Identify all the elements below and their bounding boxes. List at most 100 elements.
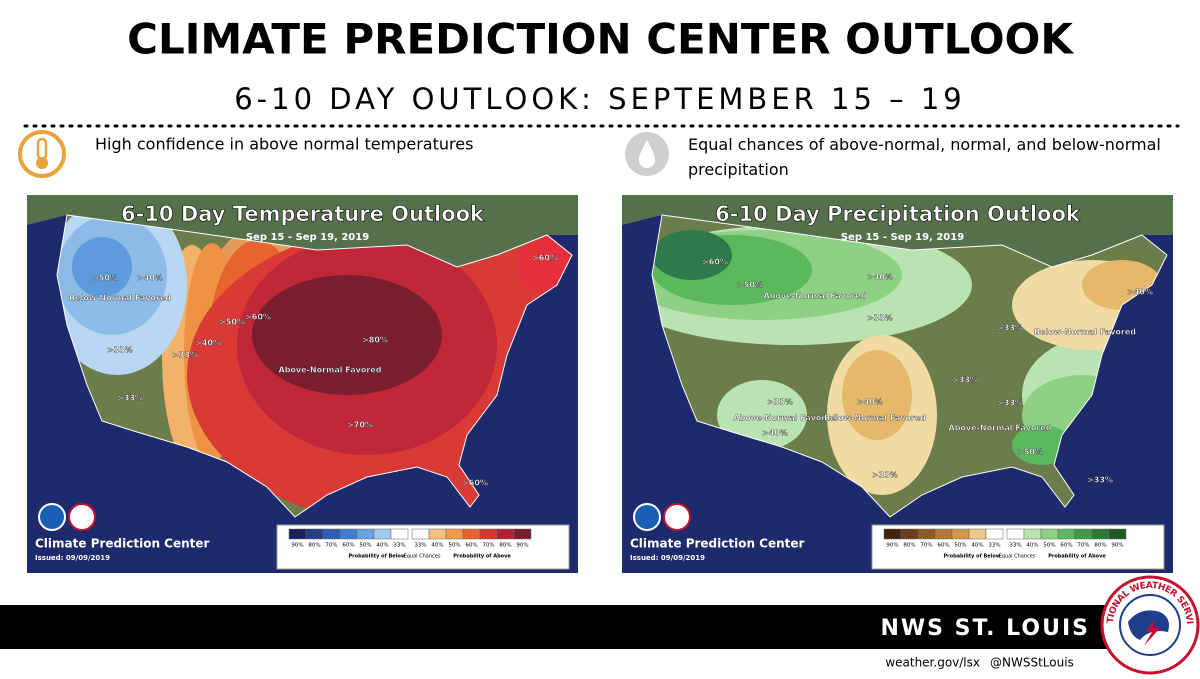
map-panel: 6-10 Day Temperature Outlook Sep 15 - Sep… (27, 195, 578, 573)
legend-swatch (356, 528, 375, 540)
legend-swatch (390, 528, 409, 540)
map-label: >50% (1017, 448, 1043, 457)
map-label: Below-Normal Favored (1034, 328, 1136, 337)
map-label: >33% (997, 399, 1023, 408)
map-label: >70% (347, 421, 373, 430)
legend-swatch (513, 528, 532, 540)
legend-swatch (934, 528, 953, 540)
legend-label: 60% (465, 543, 477, 549)
legend-label: 40% (431, 543, 443, 549)
legend-swatch (445, 528, 464, 540)
legend-above: Probability of Above (1048, 554, 1106, 560)
map-label: >33% (172, 351, 198, 360)
north-land (27, 195, 578, 267)
map-label: >33% (767, 398, 793, 407)
map-label: Above-Normal Favored (734, 414, 837, 423)
legend-swatch (479, 528, 498, 540)
legend-swatch (373, 528, 392, 540)
legend-swatch (968, 528, 987, 540)
map-label: Below-Normal Favored (824, 414, 926, 423)
map-dates: Sep 15 - Sep 19, 2019 (246, 232, 369, 243)
legend-swatch (883, 528, 902, 540)
map-label: Above-Normal Favored (279, 366, 382, 375)
website: weather.gov/lsx (885, 656, 980, 670)
map-label: >60% (702, 258, 728, 267)
legend-swatch (462, 528, 481, 540)
legend-label: 70% (1077, 543, 1089, 549)
legend-label: 50% (359, 543, 371, 549)
legend: 90% 80% 70% 60% 50% 40% 33% 33% 40% 50% 60% 70% 80% 9… (871, 524, 1165, 570)
legend-swatch (1074, 528, 1093, 540)
legend-label: 90% (291, 543, 303, 549)
outlook-area (717, 380, 807, 450)
map-label: >33% (867, 314, 893, 323)
caption-line: Equal chances of above-normal, normal, a… (688, 135, 1161, 154)
map-label: >50% (92, 274, 118, 283)
legend-below: Probability of Below (349, 554, 406, 560)
noaa-logo (633, 503, 661, 531)
legend-label: 70% (325, 543, 337, 549)
agency: Climate Prediction Center (630, 537, 805, 551)
thermometer-icon (18, 130, 66, 178)
outlook-areas (57, 215, 572, 517)
twitter: @NWSStLouis (990, 656, 1074, 670)
outlook-area (72, 237, 132, 297)
outlook-areas (652, 225, 1167, 495)
legend-swatch (339, 528, 358, 540)
outlook-area (252, 275, 442, 395)
map-label: >33% (872, 471, 898, 480)
legend-swatch (985, 528, 1004, 540)
agency: Climate Prediction Center (35, 537, 210, 551)
legend-swatch (1040, 528, 1059, 540)
legend-swatch (428, 528, 447, 540)
legend-label: 80% (499, 543, 511, 549)
legend-label: 80% (308, 543, 320, 549)
legend-label: 33% (1009, 543, 1021, 549)
legend-label: 90% (516, 543, 528, 549)
precip-icon (625, 132, 669, 176)
legend-equal: Equal Chances (404, 554, 441, 560)
legend-below: Probability of Below (944, 554, 1001, 560)
map-label: Below-Normal Favored (69, 294, 171, 303)
map-label: >60% (245, 313, 271, 322)
legend-label: 80% (1094, 543, 1106, 549)
issued: Issued: 09/09/2019 (630, 554, 705, 562)
map-label: >40% (195, 339, 221, 348)
legend-swatch (496, 528, 515, 540)
legend-label: 70% (920, 543, 932, 549)
legend-swatch (1006, 528, 1025, 540)
legend-swatch (900, 528, 919, 540)
map-label: >50% (737, 281, 763, 290)
legend-swatch (305, 528, 324, 540)
map-label: >33% (1087, 476, 1113, 485)
land-outline (56, 214, 573, 518)
office-name: NWS ST. LOUIS (880, 616, 1090, 641)
legend-label: 60% (1060, 543, 1072, 549)
map-label: >60% (462, 479, 488, 488)
map-dates: Sep 15 - Sep 19, 2019 (841, 232, 964, 243)
legend-label: 40% (376, 543, 388, 549)
legend-label: 90% (886, 543, 898, 549)
legend-label: 90% (1111, 543, 1123, 549)
nws-mini-logo (68, 503, 96, 531)
outlook-area (652, 230, 732, 280)
legend-swatch (1091, 528, 1110, 540)
map-label: Above-Normal Favored (949, 424, 1052, 433)
caption: Equal chances of above-normal, normal, a… (688, 135, 1161, 179)
nws-mini-logo (663, 503, 691, 531)
caption: High confidence in above normal temperat… (95, 135, 473, 154)
outlook-area (842, 350, 912, 440)
legend-label: 40% (971, 543, 983, 549)
map-title: 6-10 Day Temperature Outlook (121, 202, 485, 226)
subtitle: 6-10 DAY OUTLOOK: SEPTEMBER 15 – 19 (234, 82, 966, 116)
map-label: >33% (117, 394, 143, 403)
legend-label: 50% (448, 543, 460, 549)
map-panel: 6-10 Day Precipitation Outlook Sep 15 - S… (622, 195, 1173, 573)
legend-label: 33% (988, 543, 1000, 549)
issued: Issued: 09/09/2019 (35, 554, 110, 562)
legend-swatch (1023, 528, 1042, 540)
legend-label: 60% (342, 543, 354, 549)
legend-label: 70% (482, 543, 494, 549)
legend-swatch (411, 528, 430, 540)
